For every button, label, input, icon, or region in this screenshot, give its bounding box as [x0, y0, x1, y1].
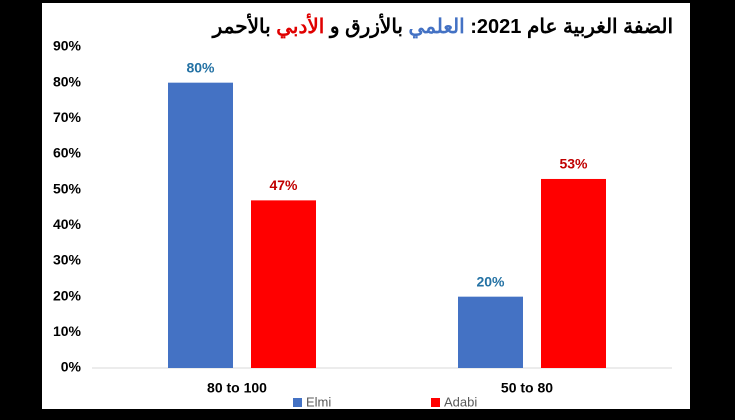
bar: [541, 178, 606, 368]
x-tick-label: 80 to 100: [207, 380, 267, 396]
value-label: 47%: [269, 177, 298, 193]
y-tick-label: 70%: [53, 109, 82, 125]
bar: [251, 200, 316, 368]
legend-label: Elmi: [306, 394, 331, 409]
title-part: الضفة الغربية عام 2021:: [464, 16, 673, 38]
bar: [168, 82, 233, 369]
chart-title: الضفة الغربية عام 2021: العلمي بالأزرق و…: [213, 14, 673, 39]
y-tick-label: 80%: [53, 73, 82, 89]
value-label: 20%: [476, 273, 505, 289]
title-part: العلمي: [408, 16, 465, 38]
y-tick-label: 90%: [53, 38, 82, 54]
x-tick-label: 50 to 80: [501, 380, 553, 396]
legend-swatch: [431, 398, 440, 407]
y-tick-label: 50%: [53, 180, 82, 196]
title-part: الأدبي: [276, 16, 325, 38]
value-label: 80%: [186, 59, 215, 75]
y-tick-label: 0%: [61, 359, 82, 375]
bar: [458, 296, 523, 368]
legend-label: Adabi: [444, 394, 477, 409]
title-part: بالأحمر: [212, 16, 277, 38]
y-tick-label: 40%: [53, 216, 82, 232]
title-part: بالأزرق و: [324, 16, 409, 38]
legend-swatch: [293, 398, 302, 407]
y-tick-label: 20%: [53, 287, 82, 303]
y-tick-label: 30%: [53, 252, 82, 268]
y-tick-label: 10%: [53, 323, 82, 339]
y-tick-label: 60%: [53, 145, 82, 161]
value-label: 53%: [559, 156, 588, 172]
